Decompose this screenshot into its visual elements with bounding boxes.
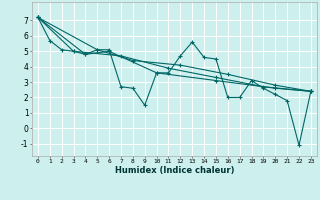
X-axis label: Humidex (Indice chaleur): Humidex (Indice chaleur) <box>115 166 234 175</box>
